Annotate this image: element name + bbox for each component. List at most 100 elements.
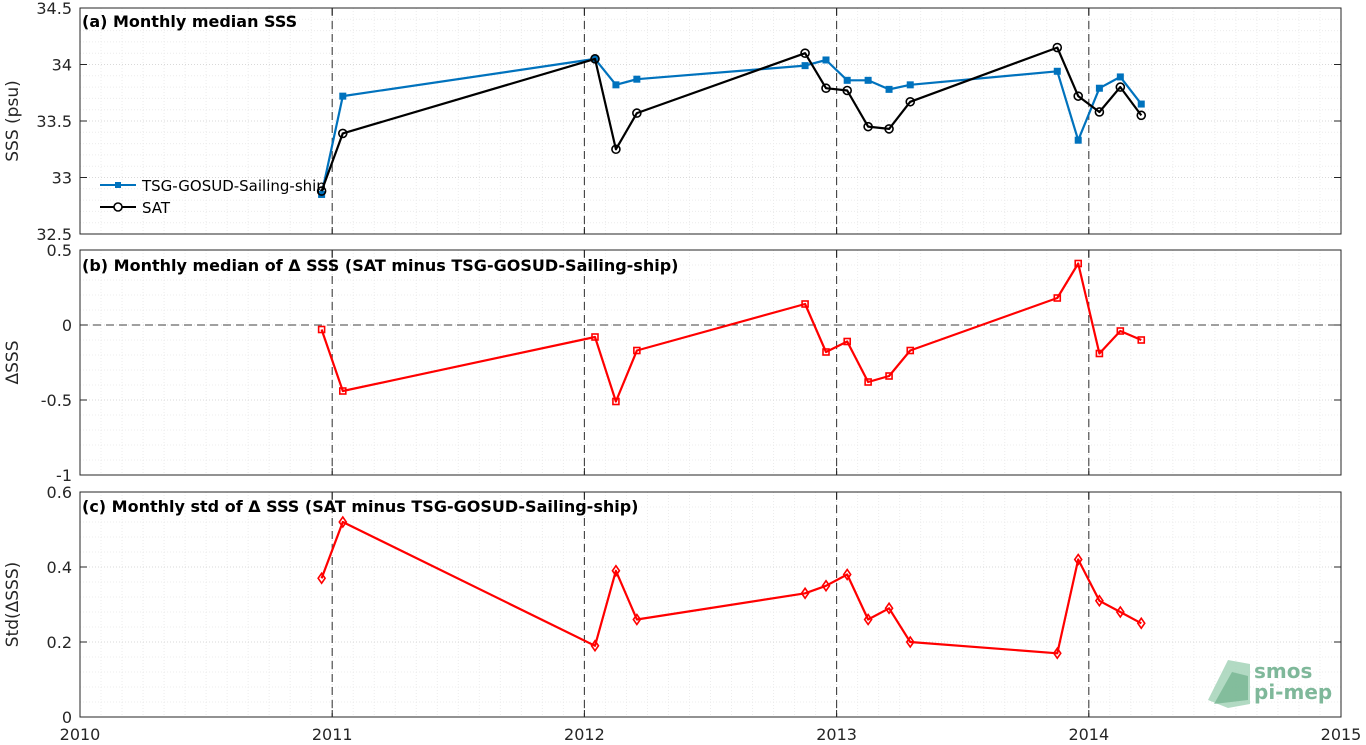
panel-c-data-point	[1115, 605, 1125, 619]
smos-pi-mep-logo: smos pi-mep	[1208, 659, 1332, 708]
panel-a-y-axis-label: SSS (psu)	[3, 80, 23, 161]
panel-a-sss: (a) Monthly median SSS 32.5 33 33.5 34 34.5 S…	[3, 0, 1342, 244]
legend-marker-tsg	[115, 182, 121, 188]
panel-a-data-point	[611, 144, 621, 155]
x-tick-label: 2014	[1068, 725, 1109, 744]
panel-c-data-point	[821, 579, 831, 593]
panel-a-data-point	[612, 81, 620, 89]
panel-c-data-point	[800, 586, 810, 600]
x-tick-label: 2011	[312, 725, 353, 744]
panel-a-data-point	[843, 76, 851, 84]
panel-a-data-point	[590, 54, 600, 64]
panel-c-data-point	[905, 635, 915, 649]
panel-c-data-point	[338, 515, 348, 529]
panel-a-data-point	[885, 85, 893, 93]
panel-b-data-point	[801, 300, 809, 308]
panel-c-y-tick-label: 0.6	[47, 483, 72, 502]
panel-c-std-delta-sss: (c) Monthly std of Δ SSS (SAT minus TSG-…	[3, 483, 1342, 727]
panel-a-data-point	[1095, 84, 1103, 92]
panel-c-y-tick-label: 0.2	[47, 633, 72, 652]
panel-a-y-tick-label: 32.5	[36, 225, 72, 244]
panel-a-series-line-tsg-gosud-sailing-ship	[320, 57, 1143, 195]
panel-c-data-point	[863, 613, 873, 626]
panel-b-data-point	[885, 372, 893, 380]
panel-b-data-point	[317, 325, 326, 334]
panel-b-data-point	[633, 346, 641, 355]
panel-a-data-point	[1052, 42, 1063, 53]
panel-c-data-point	[317, 571, 327, 585]
panel-a-data-point	[822, 56, 830, 64]
panel-a-data-point	[905, 96, 916, 107]
panel-a-y-tick-label: 33	[52, 169, 72, 188]
panel-c-data-point	[1052, 646, 1062, 660]
panel-c-y-tick-label: 0.4	[47, 558, 72, 577]
panel-c-axes-box	[79, 491, 1342, 718]
panel-a-data-point	[1053, 67, 1061, 75]
panel-b-data-point	[843, 337, 851, 346]
panel-b-data-point	[1116, 327, 1125, 335]
panel-a-y-tick-label: 34.5	[36, 0, 72, 18]
panel-b-y-tick-label: -1	[56, 466, 72, 485]
x-tick-label: 2015	[1321, 725, 1362, 744]
panel-a-data-point	[906, 81, 914, 89]
logo-text-pi-mep: pi-mep	[1254, 680, 1332, 704]
panel-a-data-point	[842, 85, 852, 96]
panel-a-title: (a) Monthly median SSS	[82, 12, 297, 31]
panel-a-data-point	[1073, 91, 1084, 101]
panel-a-data-point	[863, 121, 873, 132]
panel-b-data-point	[338, 387, 347, 395]
panel-b-data-point	[612, 397, 620, 406]
logo-shape-inner	[1214, 672, 1248, 704]
panel-a-data-point	[1136, 110, 1147, 121]
panel-a-data-point	[801, 62, 809, 70]
panel-a-data-point	[864, 76, 872, 84]
panel-b-series-line-0	[320, 262, 1142, 403]
panel-c-data-point	[1073, 553, 1083, 566]
legend: TSG-GOSUD-Sailing-ship SAT	[100, 177, 326, 217]
panel-b-axes-box	[79, 249, 1342, 476]
panel-b-data-point	[591, 333, 599, 341]
panel-b-data-point	[906, 346, 915, 355]
logo-text-smos: smos	[1254, 659, 1312, 683]
panel-a-data-point	[800, 48, 810, 59]
x-tick-label: 2010	[60, 725, 101, 744]
panel-a-data-point	[1074, 136, 1082, 144]
legend-marker-sat	[113, 202, 123, 212]
panel-b-data-point	[1137, 336, 1146, 344]
panel-a-y-tick-label: 34	[52, 56, 72, 75]
panel-a-data-point	[339, 92, 347, 100]
panel-c-data-point	[1136, 616, 1146, 630]
panel-b-y-axis-label: ΔSSS	[3, 340, 23, 384]
panel-a-data-point	[884, 124, 894, 134]
panel-c-data-point	[842, 568, 852, 581]
x-tick-label: 2013	[816, 725, 857, 744]
legend-label-tsg: TSG-GOSUD-Sailing-ship	[141, 177, 326, 195]
panel-b-y-tick-label: 0.5	[47, 241, 72, 260]
panel-a-data-point	[337, 128, 348, 139]
panel-b-delta-sss: (b) Monthly median of Δ SSS (SAT minus T…	[3, 241, 1342, 485]
panel-a-data-point	[821, 83, 831, 94]
panel-a-data-point	[1094, 107, 1105, 117]
panel-a-data-point	[1137, 100, 1145, 108]
panel-c-data-point	[632, 613, 642, 626]
panel-b-y-tick-label: 0	[62, 316, 72, 335]
panel-a-data-point	[633, 75, 641, 83]
panel-b-data-point	[1095, 349, 1104, 358]
panel-b-data-point	[864, 378, 872, 386]
panel-a-series-line-sat	[320, 46, 1143, 192]
panel-b-data-point	[1053, 294, 1062, 302]
panel-c-y-axis-label: Std(ΔSSS)	[3, 562, 23, 648]
panel-c-data-point	[590, 639, 600, 653]
panel-b-data-point	[822, 348, 830, 356]
panel-c-title: (c) Monthly std of Δ SSS (SAT minus TSG-…	[82, 497, 638, 516]
panel-c-data-point	[884, 601, 894, 615]
panel-b-y-tick-label: -0.5	[41, 391, 72, 410]
panel-a-data-point	[1115, 82, 1126, 92]
legend-label-sat: SAT	[142, 199, 171, 217]
panel-c-series-line-0	[320, 520, 1142, 655]
panel-a-y-tick-label: 33.5	[36, 112, 72, 131]
panel-c-data-point	[1094, 594, 1104, 608]
panel-b-title: (b) Monthly median of Δ SSS (SAT minus T…	[82, 256, 678, 275]
